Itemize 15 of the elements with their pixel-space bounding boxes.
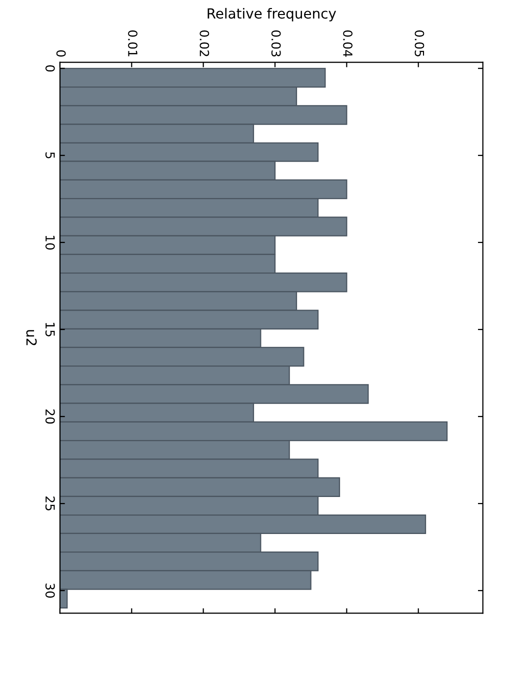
y-tick-label: 0 [45,65,55,72]
y-tick-label: 30 [45,584,55,598]
x-tick-label: 0.05 [414,30,424,56]
x-axis-title: Relative frequency [208,8,336,22]
y-tick-label: 10 [45,236,55,250]
y-axis-title: u2 [26,330,37,346]
x-tick-label: 0 [56,50,66,57]
x-tick-label: 0.02 [200,30,210,56]
x-tick-label: 0.04 [343,30,353,57]
y-tick-label: 5 [45,152,55,158]
y-tick-label: 15 [45,322,55,336]
y-tick-label: 25 [45,496,55,510]
x-tick-label: 0.03 [271,30,281,56]
y-tick-label: 20 [45,409,55,424]
x-tick-label: 0.01 [128,30,138,56]
